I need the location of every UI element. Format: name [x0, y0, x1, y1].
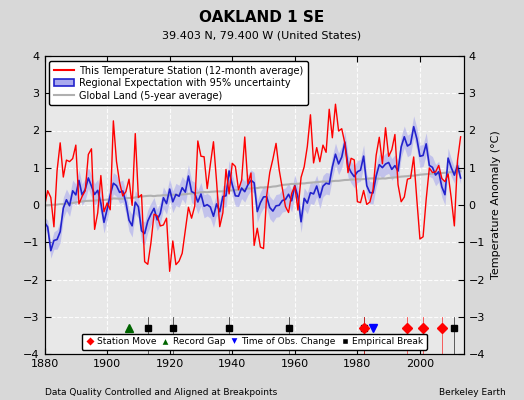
Y-axis label: Temperature Anomaly (°C): Temperature Anomaly (°C) — [490, 131, 500, 279]
Legend: Station Move, Record Gap, Time of Obs. Change, Empirical Break: Station Move, Record Gap, Time of Obs. C… — [82, 334, 427, 350]
Text: Berkeley Earth: Berkeley Earth — [439, 388, 506, 397]
Text: 39.403 N, 79.400 W (United States): 39.403 N, 79.400 W (United States) — [162, 30, 362, 40]
Text: OAKLAND 1 SE: OAKLAND 1 SE — [199, 10, 325, 25]
Text: Data Quality Controlled and Aligned at Breakpoints: Data Quality Controlled and Aligned at B… — [45, 388, 277, 397]
